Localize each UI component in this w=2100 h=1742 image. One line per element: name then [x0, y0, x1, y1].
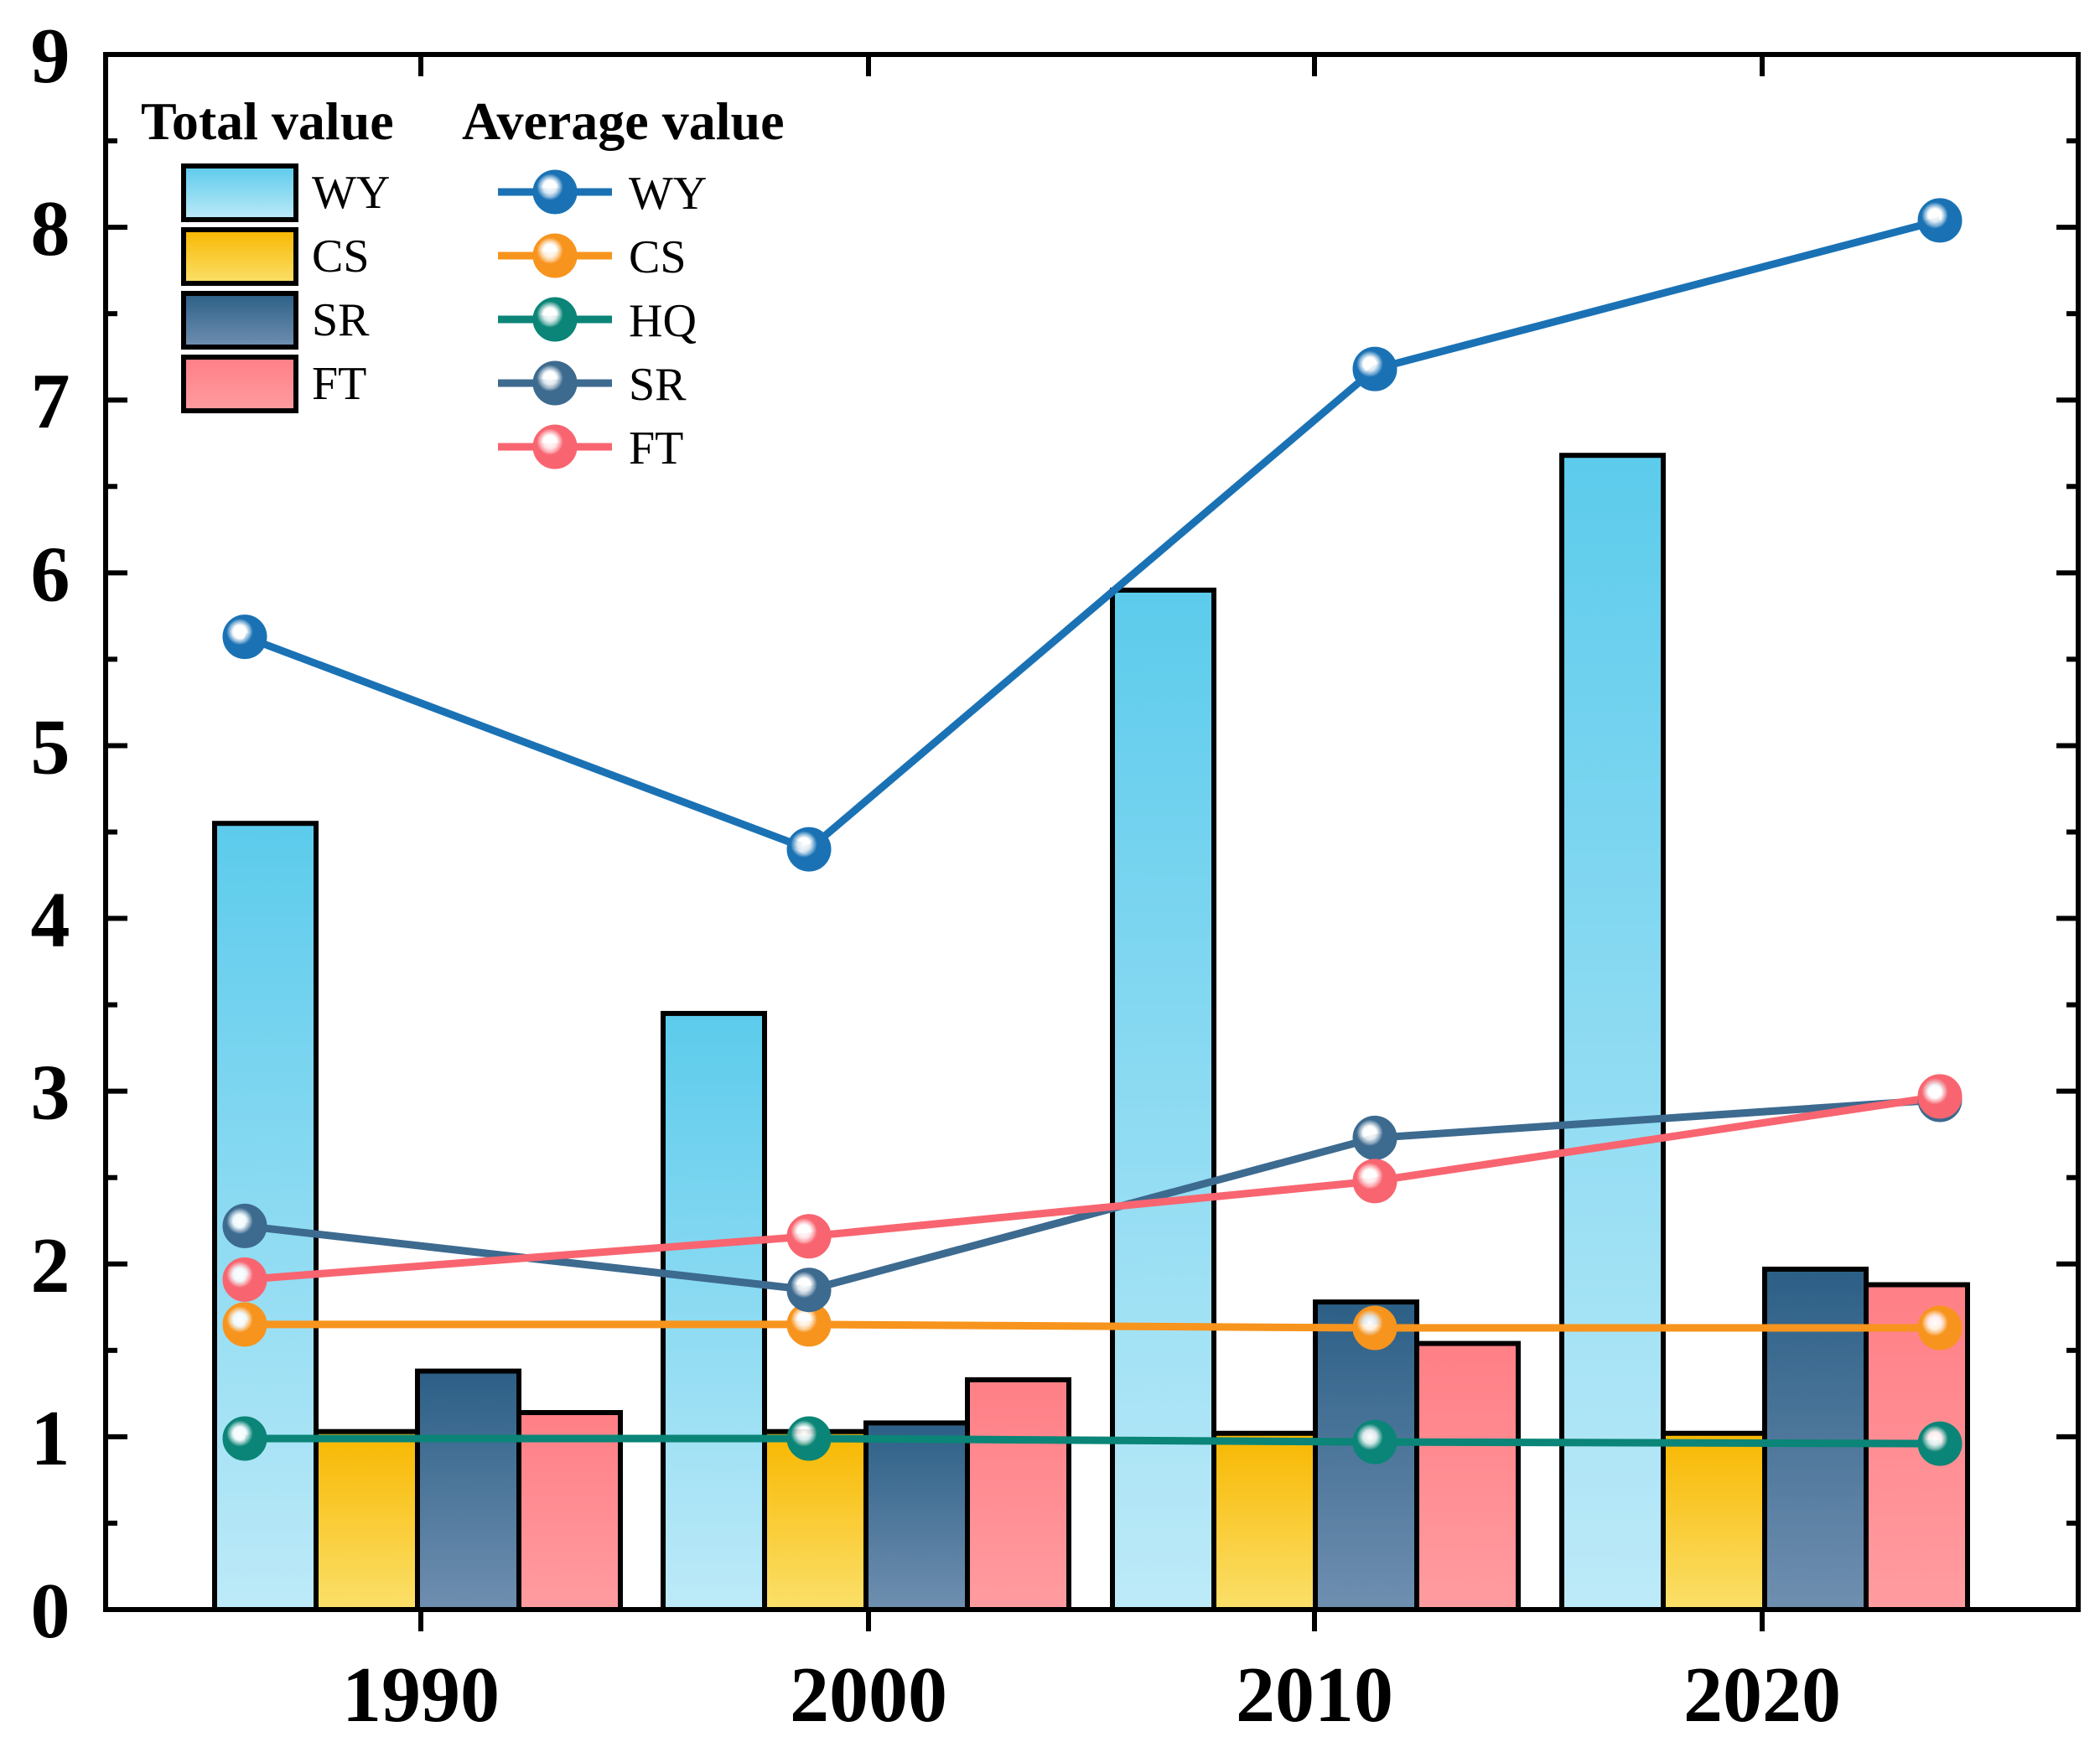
- point-hq-2020: [1917, 1421, 1963, 1466]
- legend-bar-label-cs: CS: [312, 231, 370, 283]
- legend-line-label-cs: CS: [629, 231, 687, 283]
- x-tick-label-2000: 2000: [790, 1651, 947, 1739]
- point-ft-2010: [1352, 1159, 1397, 1204]
- y-tick-label: 3: [31, 1050, 70, 1137]
- bar-wy-2000: [661, 1010, 767, 1612]
- legend-bar-swatch-cs: [181, 227, 298, 286]
- legend-line-label-ft: FT: [629, 423, 683, 474]
- y-tick-label: 6: [31, 531, 70, 618]
- legend-line-marker-wy: [532, 169, 578, 215]
- bar-ft-1990: [516, 1410, 623, 1612]
- y-tick-label: 0: [31, 1568, 70, 1655]
- y-tick-label: 5: [31, 703, 70, 791]
- legend-bar-swatch-sr: [181, 291, 298, 350]
- x-tick-label-2020: 2020: [1683, 1651, 1841, 1739]
- point-wy-2010: [1352, 346, 1397, 391]
- line-hq: [245, 1434, 1941, 1448]
- legend-bar-label-wy: WY: [312, 167, 390, 219]
- y-tick-label: 7: [31, 358, 70, 445]
- bar-sr-1990: [415, 1368, 521, 1612]
- bar-wy-2020: [1559, 453, 1666, 1613]
- y-tick-label: 4: [31, 877, 70, 964]
- line-wy: [243, 216, 1942, 853]
- point-ft-2020: [1917, 1074, 1963, 1119]
- point-ft-2000: [786, 1214, 832, 1259]
- point-sr-2000: [786, 1268, 832, 1313]
- point-hq-2010: [1352, 1419, 1397, 1465]
- bar-cs-2020: [1661, 1430, 1767, 1613]
- bar-sr-2020: [1762, 1266, 1869, 1612]
- y-tick-label: 8: [31, 185, 70, 272]
- legend-line-marker-hq: [532, 297, 578, 342]
- point-cs-1990: [222, 1302, 267, 1347]
- x-tick-label-1990: 1990: [342, 1651, 500, 1739]
- bar-cs-1990: [314, 1428, 420, 1613]
- bar-wy-2010: [1110, 587, 1216, 1612]
- legend-line-marker-cs: [532, 233, 578, 278]
- markers-layer: [222, 198, 1963, 1466]
- axes-layer: 0 1 2 3 4 5 6 7 8 9 1990 2000 2010 2020: [31, 13, 2078, 1739]
- x-tick-label-2010: 2010: [1236, 1651, 1393, 1739]
- legend-bar-title: Total value: [141, 91, 394, 151]
- bar-cs-2000: [762, 1428, 869, 1613]
- legend-line-label-sr: SR: [629, 359, 687, 411]
- point-wy-2000: [786, 827, 832, 872]
- point-hq-2000: [786, 1416, 832, 1461]
- point-wy-1990: [222, 614, 267, 660]
- lines-layer: [243, 216, 1942, 1448]
- legend: Total value Average value WY CS SR FT WY CS HQ…: [141, 91, 784, 474]
- point-hq-1990: [222, 1416, 267, 1461]
- point-wy-2020: [1917, 198, 1963, 243]
- y-tick-label: 2: [31, 1222, 70, 1309]
- point-ft-1990: [222, 1257, 267, 1302]
- bar-ft-2010: [1414, 1340, 1521, 1612]
- point-cs-2020: [1917, 1305, 1963, 1351]
- line-cs: [245, 1320, 1940, 1332]
- point-cs-2010: [1352, 1305, 1397, 1351]
- legend-line-label-hq: HQ: [629, 295, 697, 347]
- y-tick-label: 9: [31, 13, 70, 100]
- legend-line-title: Average value: [462, 91, 784, 151]
- line-ft: [244, 1092, 1941, 1283]
- bar-cs-2010: [1211, 1430, 1318, 1613]
- legend-bar-label-ft: FT: [312, 358, 366, 410]
- legend-line-label-wy: WY: [629, 168, 707, 220]
- y-tick-label: 1: [31, 1395, 70, 1482]
- bar-ft-2000: [965, 1376, 1071, 1612]
- legend-line-marker-ft: [532, 424, 578, 469]
- legend-bar-swatch-wy: [181, 163, 298, 222]
- legend-bar-label-sr: SR: [312, 294, 370, 346]
- legend-bar-swatch-ft: [181, 355, 298, 413]
- legend-line-marker-sr: [532, 360, 578, 406]
- point-sr-2010: [1352, 1115, 1397, 1160]
- point-sr-1990: [222, 1203, 267, 1248]
- bar-sr-2000: [863, 1420, 970, 1613]
